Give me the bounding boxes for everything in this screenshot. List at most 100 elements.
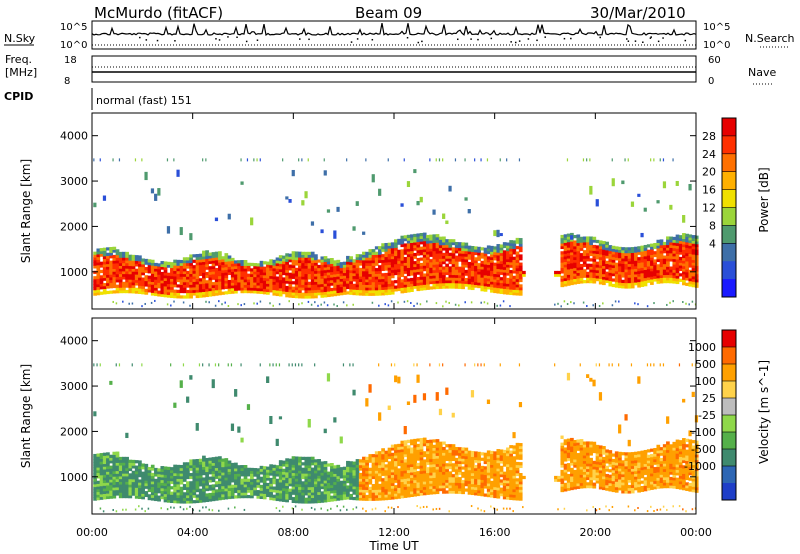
data-cell xyxy=(474,246,478,250)
data-cell xyxy=(413,460,417,464)
data-cell xyxy=(394,487,398,492)
data-cell xyxy=(666,279,670,284)
data-cell xyxy=(208,252,213,256)
data-cell xyxy=(509,286,513,290)
data-cell xyxy=(291,488,296,493)
data-cell-sparse xyxy=(301,200,305,206)
data-cell xyxy=(314,467,318,471)
data-cell xyxy=(666,236,670,240)
data-cell xyxy=(326,288,331,292)
data-cell xyxy=(320,280,325,285)
data-cell xyxy=(182,478,187,482)
data-cell xyxy=(253,484,257,488)
data-cell xyxy=(416,233,421,237)
data-cell xyxy=(397,287,401,292)
data-cell xyxy=(608,269,613,273)
data-cell xyxy=(416,241,421,245)
data-cell xyxy=(413,449,417,453)
data-speckle xyxy=(218,300,220,303)
data-cell xyxy=(166,294,171,298)
data-cell-sparse xyxy=(352,226,356,231)
data-cell xyxy=(448,247,453,251)
data-cell xyxy=(432,258,437,263)
data-cell xyxy=(630,266,635,270)
data-cell xyxy=(448,266,453,270)
data-cell xyxy=(445,490,449,494)
data-cell xyxy=(333,276,337,280)
data-cell xyxy=(173,281,177,285)
data-cell xyxy=(317,478,321,482)
data-cell xyxy=(394,263,398,267)
data-cell xyxy=(122,287,126,291)
data-cell xyxy=(202,275,206,279)
data-cell xyxy=(240,265,245,269)
data-speckle xyxy=(566,303,569,306)
data-cell xyxy=(410,466,414,470)
data-speckle xyxy=(253,302,255,305)
data-cell xyxy=(643,258,648,262)
data-cell xyxy=(445,241,449,246)
nsearch-dot xyxy=(662,37,664,39)
data-cell xyxy=(227,493,232,497)
data-cell xyxy=(643,261,648,265)
data-cell xyxy=(246,473,251,477)
data-cell xyxy=(272,486,277,490)
data-cell xyxy=(272,467,277,471)
data-cell xyxy=(346,488,350,492)
data-cell xyxy=(381,459,385,463)
data-cell xyxy=(102,250,107,254)
data-cell xyxy=(106,455,110,459)
data-cell xyxy=(195,488,200,493)
data-speckle xyxy=(448,301,450,304)
data-cell xyxy=(573,273,577,277)
data-cell xyxy=(285,460,289,465)
data-speckle-far xyxy=(166,158,169,162)
data-speckle xyxy=(301,508,303,511)
data-cell xyxy=(400,484,405,488)
data-cell xyxy=(291,294,296,299)
data-cell xyxy=(314,486,318,490)
data-cell xyxy=(403,276,408,280)
data-cell xyxy=(435,255,440,260)
data-cell xyxy=(266,485,270,489)
data-cell xyxy=(186,281,190,285)
data-cell xyxy=(227,476,232,481)
data-cell xyxy=(214,492,219,496)
data-cell xyxy=(323,266,328,271)
data-cell xyxy=(362,268,366,272)
data-cell xyxy=(166,474,171,479)
data-cell xyxy=(214,483,219,488)
data-cell xyxy=(246,279,251,283)
data-cell xyxy=(122,467,126,471)
data-cell xyxy=(624,279,629,284)
data-cell xyxy=(362,289,366,294)
data-cell xyxy=(336,262,341,266)
data-cell xyxy=(605,271,609,275)
data-cell xyxy=(410,452,414,457)
data-cell xyxy=(576,237,581,241)
data-cell xyxy=(618,263,622,267)
data-cell xyxy=(662,250,667,254)
data-cell xyxy=(115,271,120,275)
data-cell xyxy=(627,282,632,286)
data-speckle-far xyxy=(118,158,121,162)
data-cell xyxy=(518,276,523,280)
data-cell xyxy=(218,272,222,277)
data-cell xyxy=(643,277,648,281)
data-cell xyxy=(346,291,350,295)
data-cell xyxy=(170,469,174,474)
data-cell xyxy=(115,454,120,458)
data-cell xyxy=(138,463,142,467)
data-cell xyxy=(160,482,165,486)
data-cell xyxy=(240,478,245,482)
data-cell xyxy=(595,267,600,271)
data-cell xyxy=(285,490,289,495)
data-cell xyxy=(211,473,216,477)
data-speckle xyxy=(419,303,422,306)
data-cell xyxy=(419,481,424,485)
data-cell xyxy=(470,278,475,282)
data-cell xyxy=(560,262,565,266)
data-speckle xyxy=(496,304,498,307)
data-cell xyxy=(163,469,168,473)
data-cell xyxy=(442,474,446,478)
